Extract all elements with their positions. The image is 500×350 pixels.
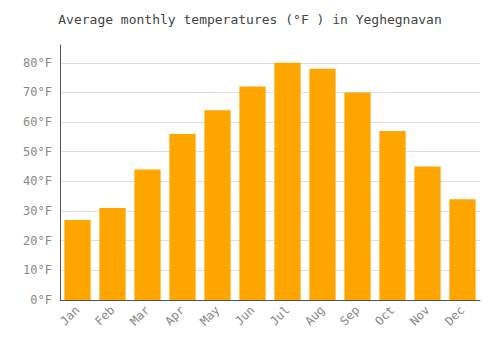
svg-text:80°F: 80°F	[23, 56, 52, 70]
svg-text:20°F: 20°F	[23, 234, 52, 248]
svg-text:Jul: Jul	[267, 303, 292, 328]
svg-text:Apr: Apr	[162, 303, 187, 328]
svg-text:Jan: Jan	[57, 303, 82, 328]
svg-text:May: May	[197, 303, 222, 328]
svg-text:Nov: Nov	[407, 303, 432, 328]
svg-text:Mar: Mar	[127, 303, 152, 328]
svg-text:Aug: Aug	[302, 303, 327, 328]
svg-text:50°F: 50°F	[23, 145, 52, 159]
svg-text:40°F: 40°F	[23, 174, 52, 188]
svg-text:70°F: 70°F	[23, 85, 52, 99]
svg-text:30°F: 30°F	[23, 204, 52, 218]
svg-text:Sep: Sep	[337, 303, 362, 328]
svg-text:Average monthly temperatures (: Average monthly temperatures (°F ) in Ye…	[58, 12, 442, 27]
svg-text:Feb: Feb	[92, 303, 117, 328]
svg-text:60°F: 60°F	[23, 115, 52, 129]
svg-text:Oct: Oct	[372, 303, 397, 328]
svg-text:0°F: 0°F	[30, 293, 52, 307]
svg-text:Dec: Dec	[442, 303, 467, 328]
svg-text:Jun: Jun	[232, 303, 257, 328]
svg-text:10°F: 10°F	[23, 263, 52, 277]
